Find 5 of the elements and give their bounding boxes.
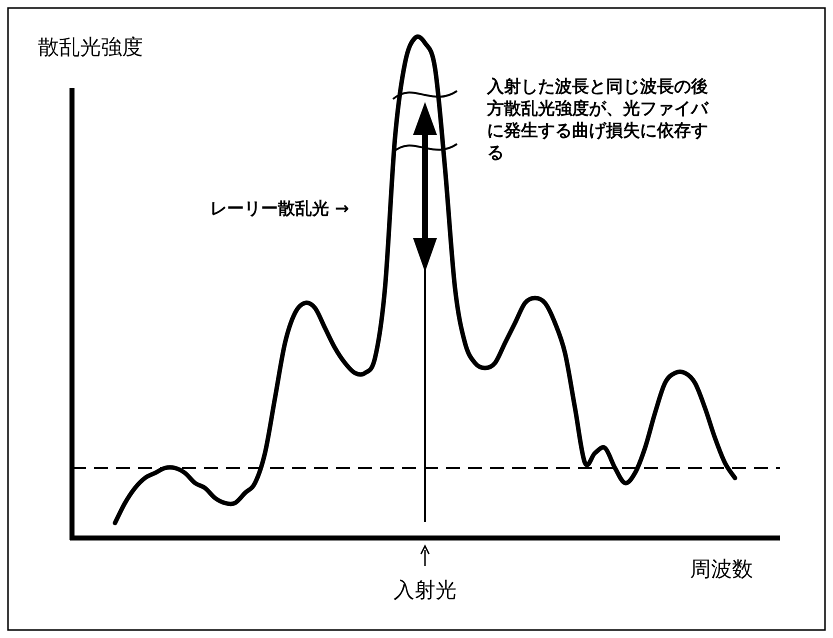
text: 入射光 [394,578,456,602]
x-axis-title: 周波数 [690,557,753,581]
annotation: レーリー散乱光 → [210,199,350,219]
annotation: 入射した波長と同じ波長の後方散乱光強度が、光ファイバに発生する曲げ損失に依存する [487,76,710,164]
y-axis-title: 散乱光強度 [38,35,143,59]
